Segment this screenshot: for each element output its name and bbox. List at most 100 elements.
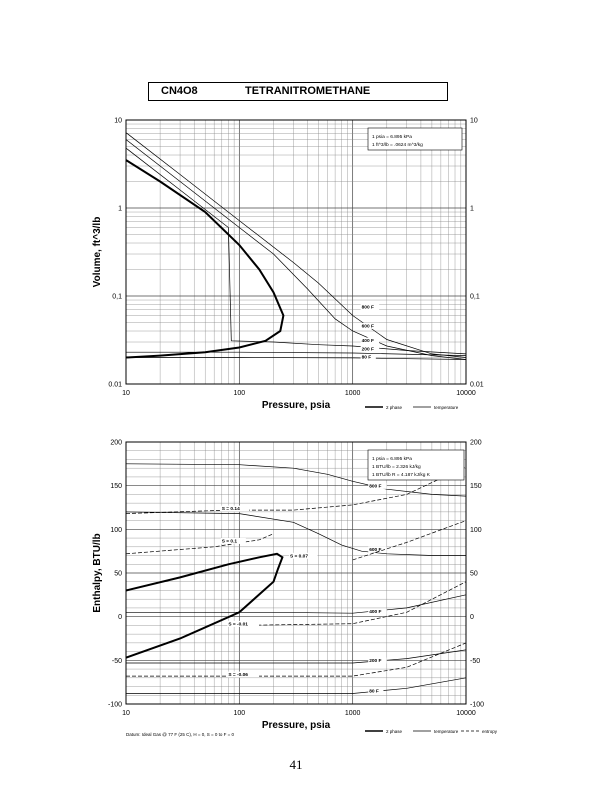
y-tick-label-right: 50 [470, 571, 478, 578]
series-label-80-f: 80 F [369, 689, 379, 695]
y-tick-label-right: 150 [470, 483, 482, 490]
series-label-600-f: 600 F [369, 547, 381, 553]
series-label-s-0-07: S = 0.07 [290, 553, 308, 559]
compound-formula: CN4O8 [161, 85, 198, 97]
conversion-box [367, 127, 463, 151]
series-label-s-0-06: S = -0.06 [228, 672, 248, 678]
conversion-text: 1 BTU/lb R = 4.187 kJ/kg K [372, 472, 431, 478]
series-label-600-f: 600 F [362, 323, 374, 329]
legend-label-2-phase: 2 phase [386, 729, 403, 734]
series-2-phase [125, 159, 285, 359]
x-tick-label: 10000 [456, 710, 476, 717]
y-tick-label-right: 1 [470, 206, 474, 213]
series-2-phase [125, 552, 284, 659]
y-tick-label-left: 0.01 [108, 382, 122, 389]
series-label-bg [368, 482, 387, 489]
series-80-f [126, 677, 467, 694]
series-label-bg [220, 505, 250, 512]
x-tick-label: 100 [233, 710, 245, 717]
y-tick-label-right: -100 [470, 702, 484, 709]
y-axis-label: Enthalpy, BTU/lb [92, 533, 103, 612]
series-s-0-07 [352, 520, 467, 561]
grid [125, 120, 466, 385]
compound-name: TETRANITROMETHANE [245, 85, 371, 97]
series-label-s-0-1: S = 0.1 [222, 538, 238, 544]
x-axis-label: Pressure, psia [262, 720, 331, 731]
series-label-bg [368, 546, 387, 553]
series-s-0-1 [125, 533, 274, 555]
y-tick-label-right: 100 [470, 527, 482, 534]
y-tick-label-left: -50 [112, 658, 122, 665]
y-tick-label-left: 0 [118, 614, 122, 621]
series-label-bg [227, 620, 260, 627]
title-box: CN4O8 TETRANITROMETHANE [148, 82, 448, 101]
series-label-80-f: 80 F [362, 354, 372, 360]
series-label-bg [368, 688, 384, 695]
x-tick-label: 1000 [345, 710, 361, 717]
y-tick-label-left: 150 [110, 483, 122, 490]
series-s-0-14 [125, 466, 467, 514]
x-tick-label: 100 [233, 390, 245, 397]
series-800-f [125, 132, 467, 358]
series-label-s-0-01: S = -0.01 [228, 621, 248, 627]
series-200-f [126, 649, 467, 664]
series-label-bg [360, 337, 380, 344]
series-s-0-01 [239, 581, 467, 626]
y-tick-label-right: 10 [470, 118, 478, 125]
grid [125, 441, 466, 705]
x-tick-label: 10 [122, 710, 130, 717]
series-s-0-06 [126, 642, 467, 677]
series-label-800-f: 800 F [369, 483, 381, 489]
y-tick-label-right: 0.01 [470, 382, 484, 389]
series-label-400-f: 400 F [369, 609, 381, 615]
y-tick-label-left: 1 [118, 206, 122, 213]
conversion-text: 1 psia = 6.895 kPa [372, 456, 412, 462]
series-label-200-f: 200 F [369, 658, 381, 664]
series-label-bg [360, 353, 376, 360]
series-label-bg [368, 657, 387, 664]
legend-label-temperature: temperature [434, 405, 459, 410]
series-label-bg [360, 322, 380, 329]
series-label-bg [368, 608, 387, 615]
series-label-bg [360, 346, 380, 353]
series-label-bg [360, 304, 380, 311]
y-tick-label-left: -100 [108, 702, 122, 709]
y-tick-label-right: 0 [470, 614, 474, 621]
legend-label-entropy: entropy [482, 729, 498, 734]
series-label-200-f: 200 F [362, 347, 374, 353]
x-tick-label: 10 [122, 390, 130, 397]
plot-frame [125, 441, 467, 705]
legend-label-2-phase: 2 phase [386, 405, 403, 410]
series-label-bg [227, 671, 260, 678]
series-800-f [125, 463, 467, 497]
footnote: Datum: Ideal Gas @ 77 F (25 C), H = 0, S… [126, 732, 234, 737]
x-tick-label: 1000 [345, 390, 361, 397]
series-400-f [125, 147, 467, 355]
y-tick-label-left: 0,1 [112, 294, 122, 301]
y-tick-label-right: 200 [470, 440, 482, 447]
series-400-f [126, 594, 467, 614]
conversion-text: 1 ft^3/lb = .0624 m^3/kg [372, 142, 423, 148]
y-tick-label-right: -50 [470, 658, 480, 665]
conversion-box [367, 449, 465, 481]
conversion-text: 1 BTU/lb = 2.326 kJ/kg [372, 464, 421, 470]
x-tick-label: 10000 [456, 390, 476, 397]
y-tick-label-left: 100 [110, 527, 122, 534]
y-tick-label-left: 50 [114, 571, 122, 578]
y-tick-label-left: 10 [114, 118, 122, 125]
series-label-bg [289, 552, 318, 559]
conversion-text: 1 psia = 6.895 kPa [372, 134, 412, 140]
y-tick-label-right: 0,1 [470, 294, 480, 301]
series-label-bg [220, 537, 246, 544]
legend-label-temperature: temperature [434, 729, 459, 734]
series-600-f [125, 511, 466, 556]
series-label-800-f: 800 F [362, 305, 374, 311]
series-80-f [126, 357, 467, 360]
y-tick-label-left: 200 [110, 440, 122, 447]
y-axis-label: Volume, ft^3/lb [92, 217, 103, 288]
x-axis-label: Pressure, psia [262, 400, 331, 411]
series-200-f [126, 351, 467, 356]
page-number: 41 [289, 757, 303, 772]
